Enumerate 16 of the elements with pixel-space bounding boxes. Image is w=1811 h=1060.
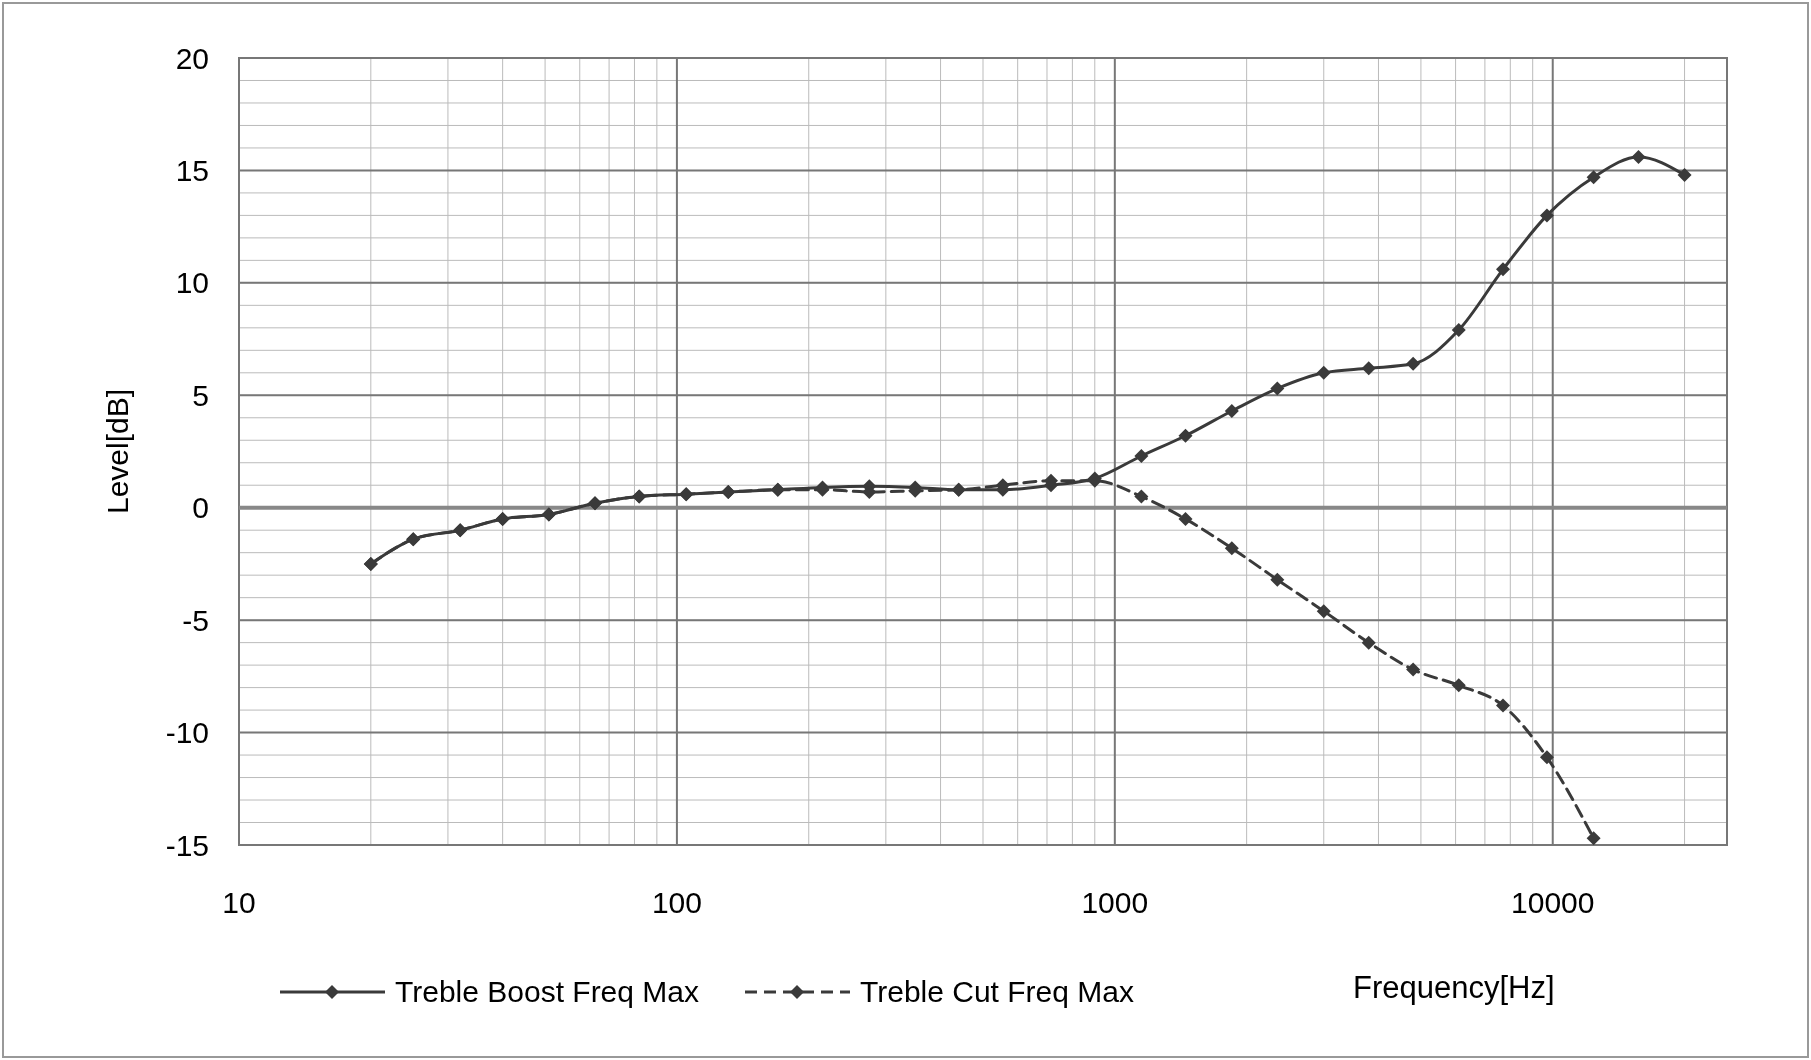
y-tick-label: 20 bbox=[175, 41, 209, 75]
x-axis-title: Frequency[Hz] bbox=[1353, 970, 1555, 1005]
x-tick-label: 10 bbox=[222, 886, 256, 919]
y-axis-title: Level[dB] bbox=[101, 388, 134, 515]
y-tick-label: -10 bbox=[165, 716, 209, 750]
y-tick-label: 5 bbox=[192, 378, 209, 412]
legend-label: Treble Boost Freq Max bbox=[395, 975, 699, 1008]
y-tick-label: -5 bbox=[182, 603, 209, 637]
legend-label: Treble Cut Freq Max bbox=[860, 975, 1134, 1008]
x-tick-label: 1000 bbox=[1081, 886, 1149, 919]
y-tick-label: 15 bbox=[175, 153, 209, 187]
y-tick-label: -15 bbox=[165, 828, 209, 862]
x-tick-label: 100 bbox=[651, 886, 702, 919]
y-tick-label: 0 bbox=[192, 491, 209, 525]
x-tick-label: 10000 bbox=[1511, 886, 1595, 919]
y-tick-label: 10 bbox=[175, 266, 209, 300]
